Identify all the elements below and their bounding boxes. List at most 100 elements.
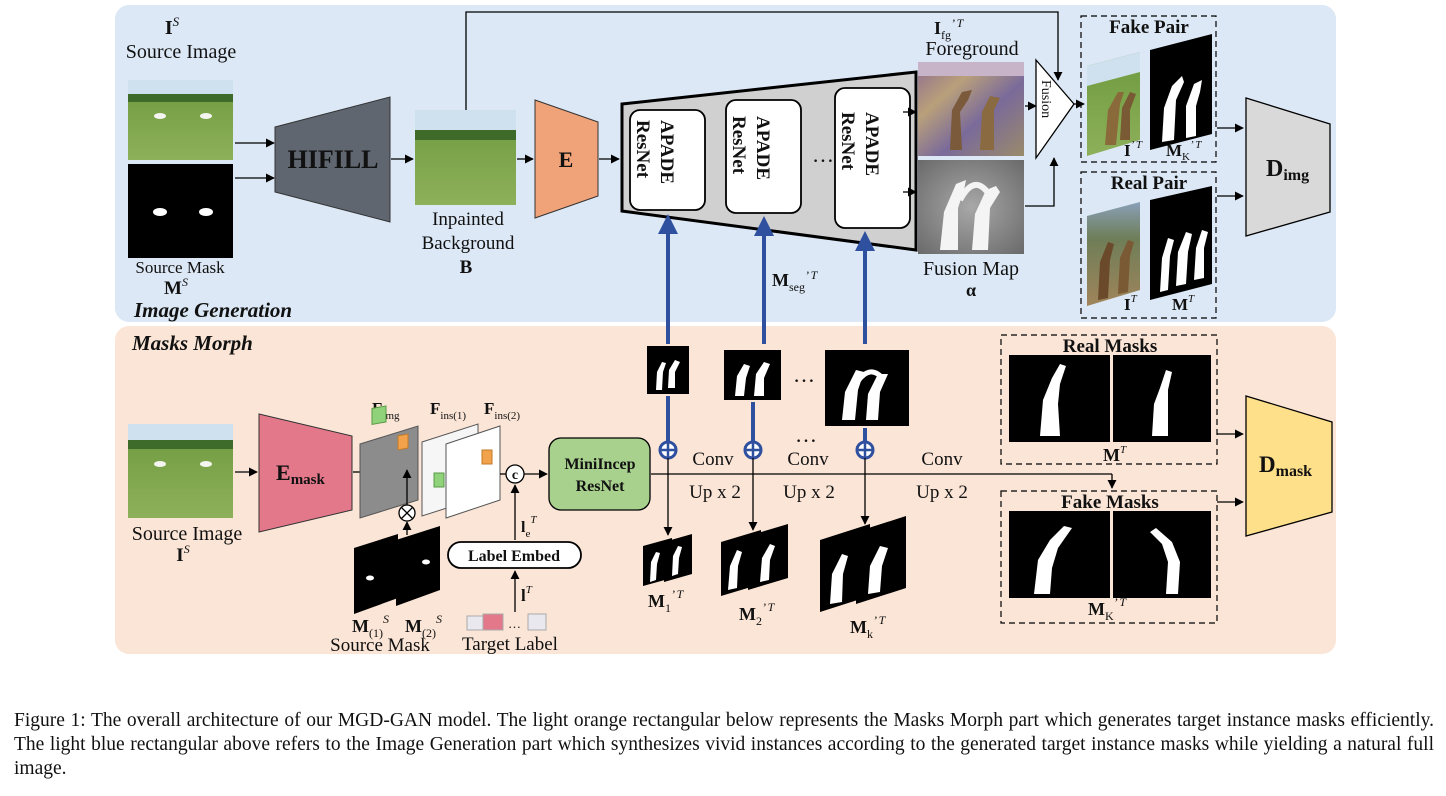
foreground-label: Foreground: [925, 38, 1018, 60]
conv-label-3: Conv: [921, 449, 963, 470]
real-pair-image: [1087, 202, 1140, 306]
source-image-thumbnail: [128, 80, 233, 160]
fusion-map-alpha: α: [966, 280, 976, 300]
miniincep-label-1: MiniIncep: [564, 456, 635, 473]
morph-source-image-symbol: IS: [176, 542, 189, 566]
real-pair-mask: [1150, 186, 1212, 300]
figure-caption: Figure 1: The overall architecture of ou…: [14, 710, 1434, 779]
hifill-label: HIFILL: [287, 145, 378, 174]
source-mask-1: [354, 534, 398, 614]
source-mask-symbol: MS: [164, 275, 188, 299]
lt-label: lT: [521, 584, 533, 605]
generated-mask-k-label: Mk’ T: [850, 613, 887, 641]
d-img-label: Dimg: [1266, 156, 1309, 184]
conv-label-1: Conv: [692, 449, 734, 470]
svg-text:APADE: APADE: [656, 120, 677, 184]
apade-resnet-2: APADE ResNet: [725, 99, 802, 214]
seg-mask-1: [647, 346, 689, 394]
upx2-label-2: Up x 2: [783, 482, 835, 503]
source-mask-2-label: M(2)S: [405, 612, 442, 640]
real-masks-title: Real Masks: [1063, 336, 1157, 357]
real-pair-m-label: MT: [1172, 293, 1195, 314]
foreground-symbol: Ifg’ T: [934, 16, 965, 42]
morph-source-mask-label: Source Mask: [330, 635, 430, 656]
svg-text:c: c: [512, 468, 518, 483]
f-img-feature-map: [359, 405, 419, 519]
add-node-k: [855, 440, 875, 460]
add-node-2: [743, 440, 763, 460]
mseg-label: Mseg’ T: [772, 268, 819, 294]
seg-mask-dots: …: [793, 362, 815, 387]
real-mask-2: [1113, 355, 1211, 442]
inpainted-label-1: Inpainted: [432, 209, 504, 230]
le-label: leT: [521, 514, 537, 540]
svg-text:APADE: APADE: [861, 112, 882, 176]
seg-mask-2: [724, 350, 781, 400]
source-mask-1-label: M(1)S: [352, 612, 389, 640]
fake-pair-title: Fake Pair: [1109, 17, 1189, 38]
apade-dots: …: [812, 142, 834, 167]
masks-morph-title: Masks Morph: [131, 331, 253, 355]
fusion-map-label: Fusion Map: [923, 258, 1019, 280]
add-node-1: [658, 440, 678, 460]
hifill-block: [274, 96, 391, 223]
target-label-text: Target Label: [462, 634, 558, 655]
encoder-e-block: [534, 99, 599, 219]
real-pair-title: Real Pair: [1111, 173, 1188, 194]
upx2-label-1: Up x 2: [689, 482, 741, 503]
f-ins2-label: Fins(2): [484, 399, 520, 422]
svg-text:ResNet: ResNet: [632, 120, 653, 179]
fusion-label: Fusion: [1038, 80, 1053, 118]
fake-mask-2: [1113, 511, 1211, 598]
image-generation-title: Image Generation: [133, 298, 292, 322]
generated-mask-1-label: M1’ T: [648, 587, 685, 615]
label-embed-block: [447, 541, 582, 569]
source-mask-2: [396, 526, 440, 606]
d-img-block: [1245, 97, 1331, 237]
source-mask-label: Source Mask: [135, 258, 225, 277]
apade-resnet-k: APADE ResNet: [834, 87, 911, 229]
morph-source-image-thumbnail: [128, 424, 233, 518]
target-label-vector: …: [466, 613, 547, 631]
fake-masks-label: MK’ T: [1088, 595, 1127, 623]
real-pair-i-label: IT: [1124, 293, 1138, 314]
real-masks-box: [1000, 334, 1218, 465]
morph-source-image-label: Source Image: [132, 523, 243, 545]
fake-pair-mask: [1150, 34, 1212, 150]
real-mask-1: [1009, 355, 1110, 442]
fake-pair-m-label: MK’ T: [1166, 139, 1202, 163]
upx2-label-3: Up x 2: [916, 482, 968, 503]
source-mask-thumbnail: [128, 164, 233, 258]
fusion-map-thumbnail: [918, 160, 1024, 254]
inpainted-background-thumbnail: [415, 110, 516, 205]
morph-dots: …: [795, 422, 817, 447]
seg-mask-k: [825, 350, 909, 426]
e-mask-label: Emask: [276, 460, 326, 488]
inpainted-symbol: B: [460, 257, 473, 278]
real-masks-label: MT: [1103, 444, 1127, 465]
fake-pair-i-label: I’ T: [1124, 139, 1143, 160]
d-mask-block: [1245, 395, 1333, 537]
d-mask-label: Dmask: [1259, 452, 1312, 480]
fake-pair-image: [1087, 52, 1140, 156]
generated-mask-2: [721, 524, 788, 596]
fusion-block: [1035, 58, 1075, 161]
source-image-label: Source Image: [126, 41, 237, 63]
svg-text:ResNet: ResNet: [837, 112, 858, 171]
f-ins2-feature-map: [445, 425, 501, 519]
encoder-e-label: E: [559, 147, 574, 172]
fake-masks-box: [1000, 490, 1218, 624]
foreground-thumbnail: [918, 62, 1024, 156]
f-ins1-label: Fins(1): [430, 399, 466, 422]
miniincep-resnet-block: [548, 437, 651, 511]
label-embed-label: Label Embed: [468, 548, 560, 565]
svg-text:…: …: [508, 616, 521, 631]
fake-masks-title: Fake Masks: [1061, 492, 1159, 513]
miniincep-label-2: ResNet: [576, 478, 626, 495]
generated-mask-1: [643, 534, 692, 586]
generated-mask-2-label: M2’ T: [739, 600, 776, 628]
architecture-diagram: Image Generation Masks Morph IS Source I…: [115, 5, 1336, 656]
source-image-symbol: IS: [165, 14, 180, 39]
inpainted-label-2: Background: [422, 233, 515, 254]
svg-text:ResNet: ResNet: [728, 116, 749, 175]
